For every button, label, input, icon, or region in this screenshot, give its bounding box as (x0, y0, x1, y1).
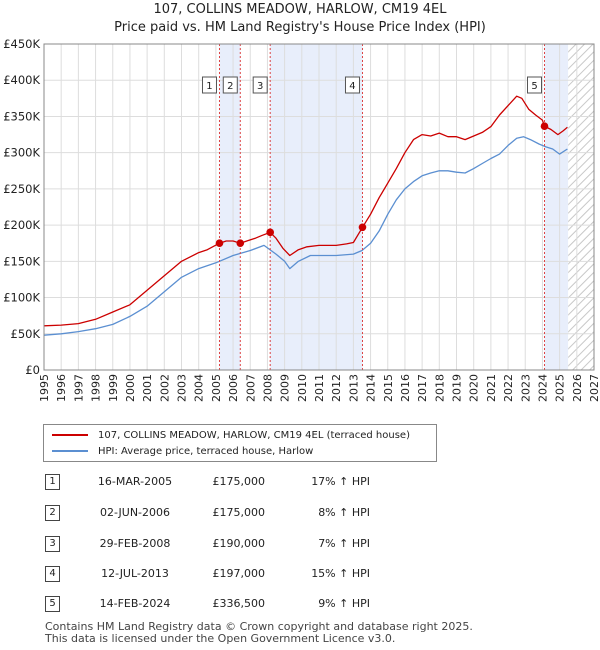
transaction-number: 5 (45, 596, 60, 612)
x-tick-label: 2008 (261, 374, 274, 402)
x-tick-label: 2010 (296, 374, 309, 402)
x-tick-label: 1998 (90, 374, 103, 402)
y-tick-label: £200K (3, 218, 40, 232)
transaction-date: 12-JUL-2013 (101, 567, 169, 580)
x-tick-label: 2016 (399, 374, 412, 402)
transaction-label-box (252, 76, 268, 94)
y-tick-label: £0 (25, 363, 40, 377)
x-tick-label: 2012 (330, 374, 343, 402)
transaction-hpi-change: 15% ↑ HPI (311, 567, 370, 580)
x-tick-label: 2001 (141, 374, 154, 402)
transaction-number: 4 (45, 566, 60, 582)
forecast-hatch (568, 44, 594, 370)
x-tick-label: 2002 (158, 374, 171, 402)
x-tick-label: 2023 (519, 374, 532, 402)
transaction-label: 2 (227, 81, 233, 92)
transaction-point (236, 239, 245, 248)
transaction-price: £190,000 (212, 537, 266, 550)
transaction-point (540, 122, 549, 131)
legend-swatch-property (52, 434, 88, 436)
x-tick-label: 2009 (279, 374, 292, 402)
x-tick-label: 1997 (72, 374, 85, 402)
transaction-date: 29-FEB-2008 (99, 537, 171, 550)
x-tick-label: 2020 (468, 374, 481, 402)
price-chart: 1 2 3 4 5 £0 £50K £100K £150K £200K £250K £300K £35… (3, 37, 600, 402)
transaction-point (266, 228, 274, 237)
y-tick-label: £250K (3, 182, 40, 196)
y-tick-label: £50K (11, 327, 41, 341)
transaction-label: 1 (206, 81, 212, 92)
y-tick-label: £150K (3, 254, 40, 268)
transaction-label: 4 (349, 81, 355, 92)
legend-swatch-hpi (52, 450, 88, 452)
transaction-price: £336,500 (212, 597, 266, 610)
x-tick-label: 2027 (588, 374, 600, 402)
transaction-label-box (527, 76, 542, 94)
transaction-date: 02-JUN-2006 (99, 506, 171, 519)
chart-title: 107, COLLINS MEADOW, HARLOW, CM19 4EL (153, 2, 447, 17)
transaction-price: £175,000 (212, 506, 266, 519)
plot-frame (43, 43, 595, 371)
x-tick-label: 2014 (365, 374, 378, 402)
transaction-point (358, 223, 367, 232)
x-tick-label: 1999 (107, 374, 120, 402)
y-tick-label: £100K (3, 291, 40, 305)
transaction-label: 3 (257, 81, 263, 92)
shaded-period-1 (219, 44, 241, 370)
legend-label-hpi: HPI: Average price, terraced house, Harl… (98, 445, 314, 457)
transaction-date: 14-FEB-2024 (99, 597, 171, 610)
x-tick-label: 1995 (38, 374, 51, 402)
transaction-date: 16-MAR-2005 (97, 475, 173, 488)
x-tick-label: 2015 (382, 374, 395, 402)
x-tick-label: 2024 (536, 374, 549, 402)
shaded-period-2 (270, 44, 363, 370)
transaction-price: £175,000 (212, 475, 266, 488)
transaction-number: 3 (45, 536, 60, 552)
x-tick-label: 2013 (347, 374, 360, 402)
transaction-number: 1 (45, 474, 60, 490)
y-tick-label: £350K (3, 109, 40, 123)
transaction-label-box (201, 76, 217, 94)
transaction-label-box (344, 76, 360, 94)
x-tick-label: 2005 (210, 374, 223, 402)
transaction-point (215, 239, 224, 248)
series-line-property (43, 95, 568, 327)
chart-subtitle: Price paid vs. HM Land Registry's House … (114, 20, 486, 35)
x-tick-label: 2018 (433, 374, 446, 402)
x-tick-label: 2021 (485, 374, 498, 402)
y-tick-label: £300K (3, 146, 40, 160)
transaction-number: 2 (45, 505, 60, 521)
x-tick-label: 2025 (554, 374, 567, 402)
legend-entry-property: 107, COLLINS MEADOW, HARLOW, CM19 4EL (t… (52, 428, 410, 442)
shaded-period-3 (544, 44, 569, 370)
x-tick-label: 2006 (227, 374, 240, 402)
x-tick-label: 2022 (502, 374, 515, 402)
legend-label-property: 107, COLLINS MEADOW, HARLOW, CM19 4EL (t… (98, 429, 410, 441)
footer-licence: This data is licensed under the Open Gov… (45, 632, 396, 645)
transaction-hpi-change: 17% ↑ HPI (311, 475, 370, 488)
y-tick-label: £450K (3, 37, 40, 51)
x-tick-label: 2004 (193, 374, 206, 402)
legend: 107, COLLINS MEADOW, HARLOW, CM19 4EL (t… (43, 424, 437, 462)
transaction-label-box (222, 76, 238, 94)
x-tick-label: 2007 (244, 374, 257, 402)
transaction-hpi-change: 7% ↑ HPI (318, 537, 370, 550)
series-line-hpi (43, 136, 568, 336)
x-tick-label: 2000 (124, 374, 137, 402)
transaction-hpi-change: 9% ↑ HPI (318, 597, 370, 610)
y-tick-label: £400K (3, 73, 40, 87)
transaction-hpi-change: 8% ↑ HPI (318, 506, 370, 519)
legend-entry-hpi: HPI: Average price, terraced house, Harl… (52, 444, 313, 458)
x-tick-label: 2003 (176, 374, 189, 402)
x-tick-label: 2017 (416, 374, 429, 402)
x-tick-label: 2019 (451, 374, 464, 402)
x-tick-label: 2011 (313, 374, 326, 402)
x-tick-label: 2026 (571, 374, 584, 402)
transaction-label: 5 (531, 81, 537, 92)
x-tick-label: 1996 (55, 374, 68, 402)
footer-copyright: Contains HM Land Registry data © Crown c… (45, 620, 473, 633)
transaction-price: £197,000 (212, 567, 266, 580)
